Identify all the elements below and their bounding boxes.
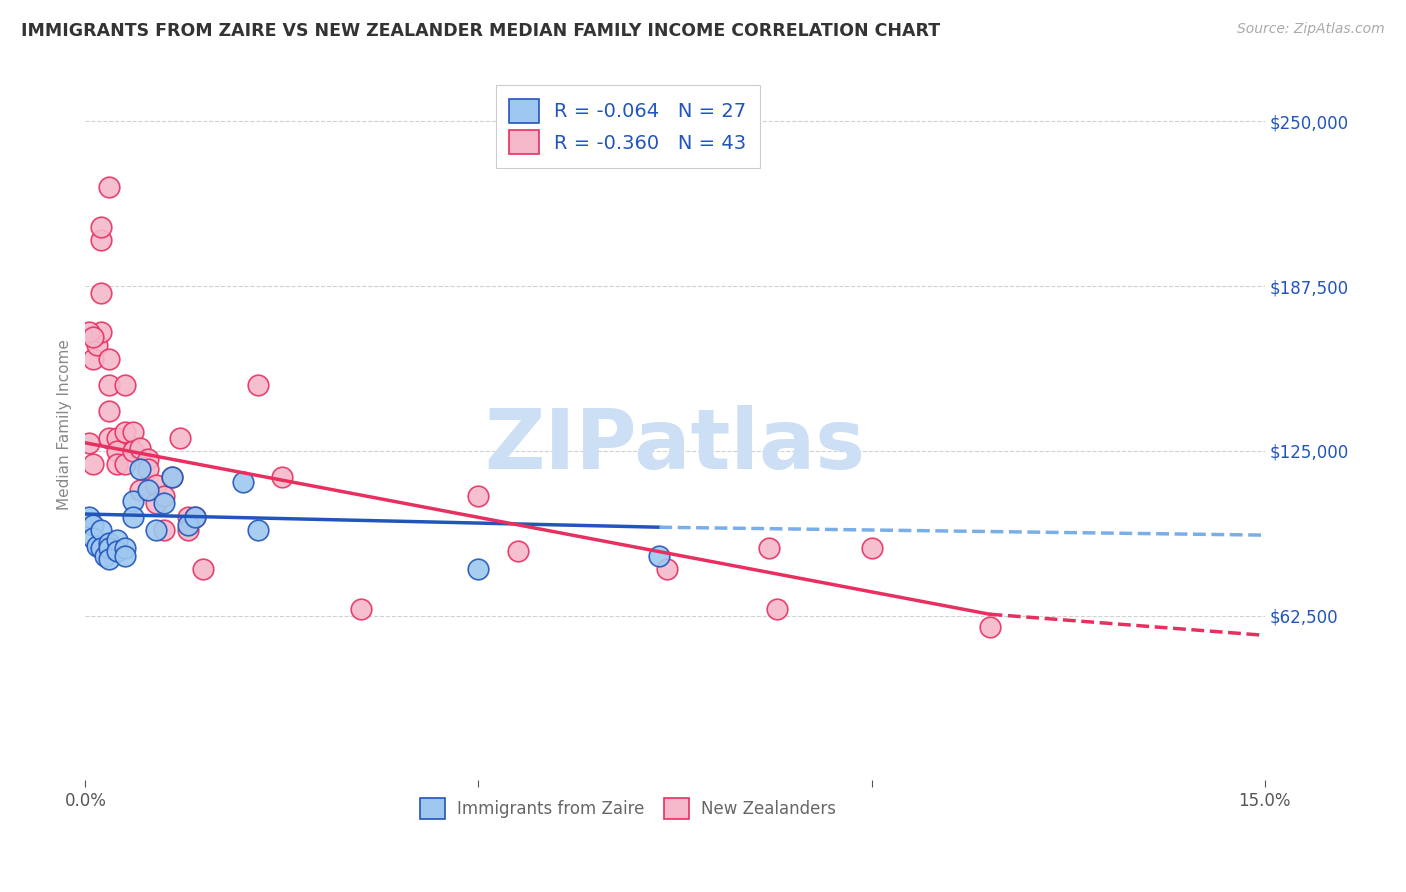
Point (79, 509, 101, 524)
Point (97, 377, 120, 392)
Point (114, 541, 136, 556)
Point (145, 478, 167, 492)
Point (153, 496, 176, 510)
Point (121, 443, 143, 458)
Point (758, 541, 780, 556)
Point (90, 325, 112, 339)
Point (176, 523, 198, 537)
Point (90, 233, 112, 247)
Point (114, 549, 136, 564)
Point (114, 425, 136, 440)
Point (97, 404, 120, 418)
Point (232, 475, 254, 490)
Point (193, 562, 215, 576)
Point (860, 541, 883, 556)
Point (97, 431, 120, 445)
Point (86, 539, 108, 553)
Point (121, 494, 143, 508)
Point (114, 377, 136, 392)
Point (121, 509, 143, 524)
Legend: Immigrants from Zaire, New Zealanders: Immigrants from Zaire, New Zealanders (413, 792, 842, 825)
Point (766, 602, 789, 616)
Point (105, 533, 128, 548)
Point (121, 425, 143, 440)
Point (160, 470, 183, 484)
Point (136, 451, 159, 466)
Point (129, 462, 152, 476)
Point (82, 330, 104, 344)
Point (349, 602, 371, 616)
Point (97, 180, 120, 194)
Point (129, 483, 152, 498)
Point (467, 562, 489, 576)
Text: Source: ZipAtlas.com: Source: ZipAtlas.com (1237, 22, 1385, 37)
Point (136, 483, 159, 498)
Point (82, 517, 104, 532)
Point (82, 351, 104, 366)
Point (82, 457, 104, 471)
Point (105, 431, 128, 445)
Point (169, 431, 191, 445)
Point (176, 517, 198, 532)
Point (105, 544, 128, 558)
Point (136, 462, 159, 476)
Point (657, 562, 679, 576)
Point (105, 443, 128, 458)
Point (82, 531, 104, 545)
Point (97, 552, 120, 566)
Point (97, 541, 120, 556)
Point (184, 509, 207, 524)
Point (247, 377, 270, 392)
Text: ZIPatlas: ZIPatlas (485, 405, 866, 486)
Point (184, 509, 207, 524)
Point (129, 441, 152, 455)
Point (86, 338, 108, 352)
Point (79, 325, 101, 339)
Point (97, 351, 120, 366)
Point (153, 523, 176, 537)
Point (648, 549, 671, 564)
Point (114, 457, 136, 471)
Point (506, 544, 529, 558)
Point (90, 219, 112, 234)
Point (153, 489, 176, 503)
Point (90, 541, 112, 556)
Point (97, 536, 120, 550)
Point (271, 470, 294, 484)
Point (247, 523, 270, 537)
Point (145, 496, 167, 510)
Point (90, 285, 112, 300)
Text: IMMIGRANTS FROM ZAIRE VS NEW ZEALANDER MEDIAN FAMILY INCOME CORRELATION CHART: IMMIGRANTS FROM ZAIRE VS NEW ZEALANDER M… (21, 22, 941, 40)
Point (979, 620, 1001, 634)
Point (105, 457, 128, 471)
Point (90, 523, 112, 537)
Point (79, 435, 101, 450)
Point (160, 470, 183, 484)
Point (145, 523, 167, 537)
Y-axis label: Median Family Income: Median Family Income (58, 339, 72, 510)
Point (94, 549, 117, 564)
Point (176, 509, 198, 524)
Point (467, 489, 489, 503)
